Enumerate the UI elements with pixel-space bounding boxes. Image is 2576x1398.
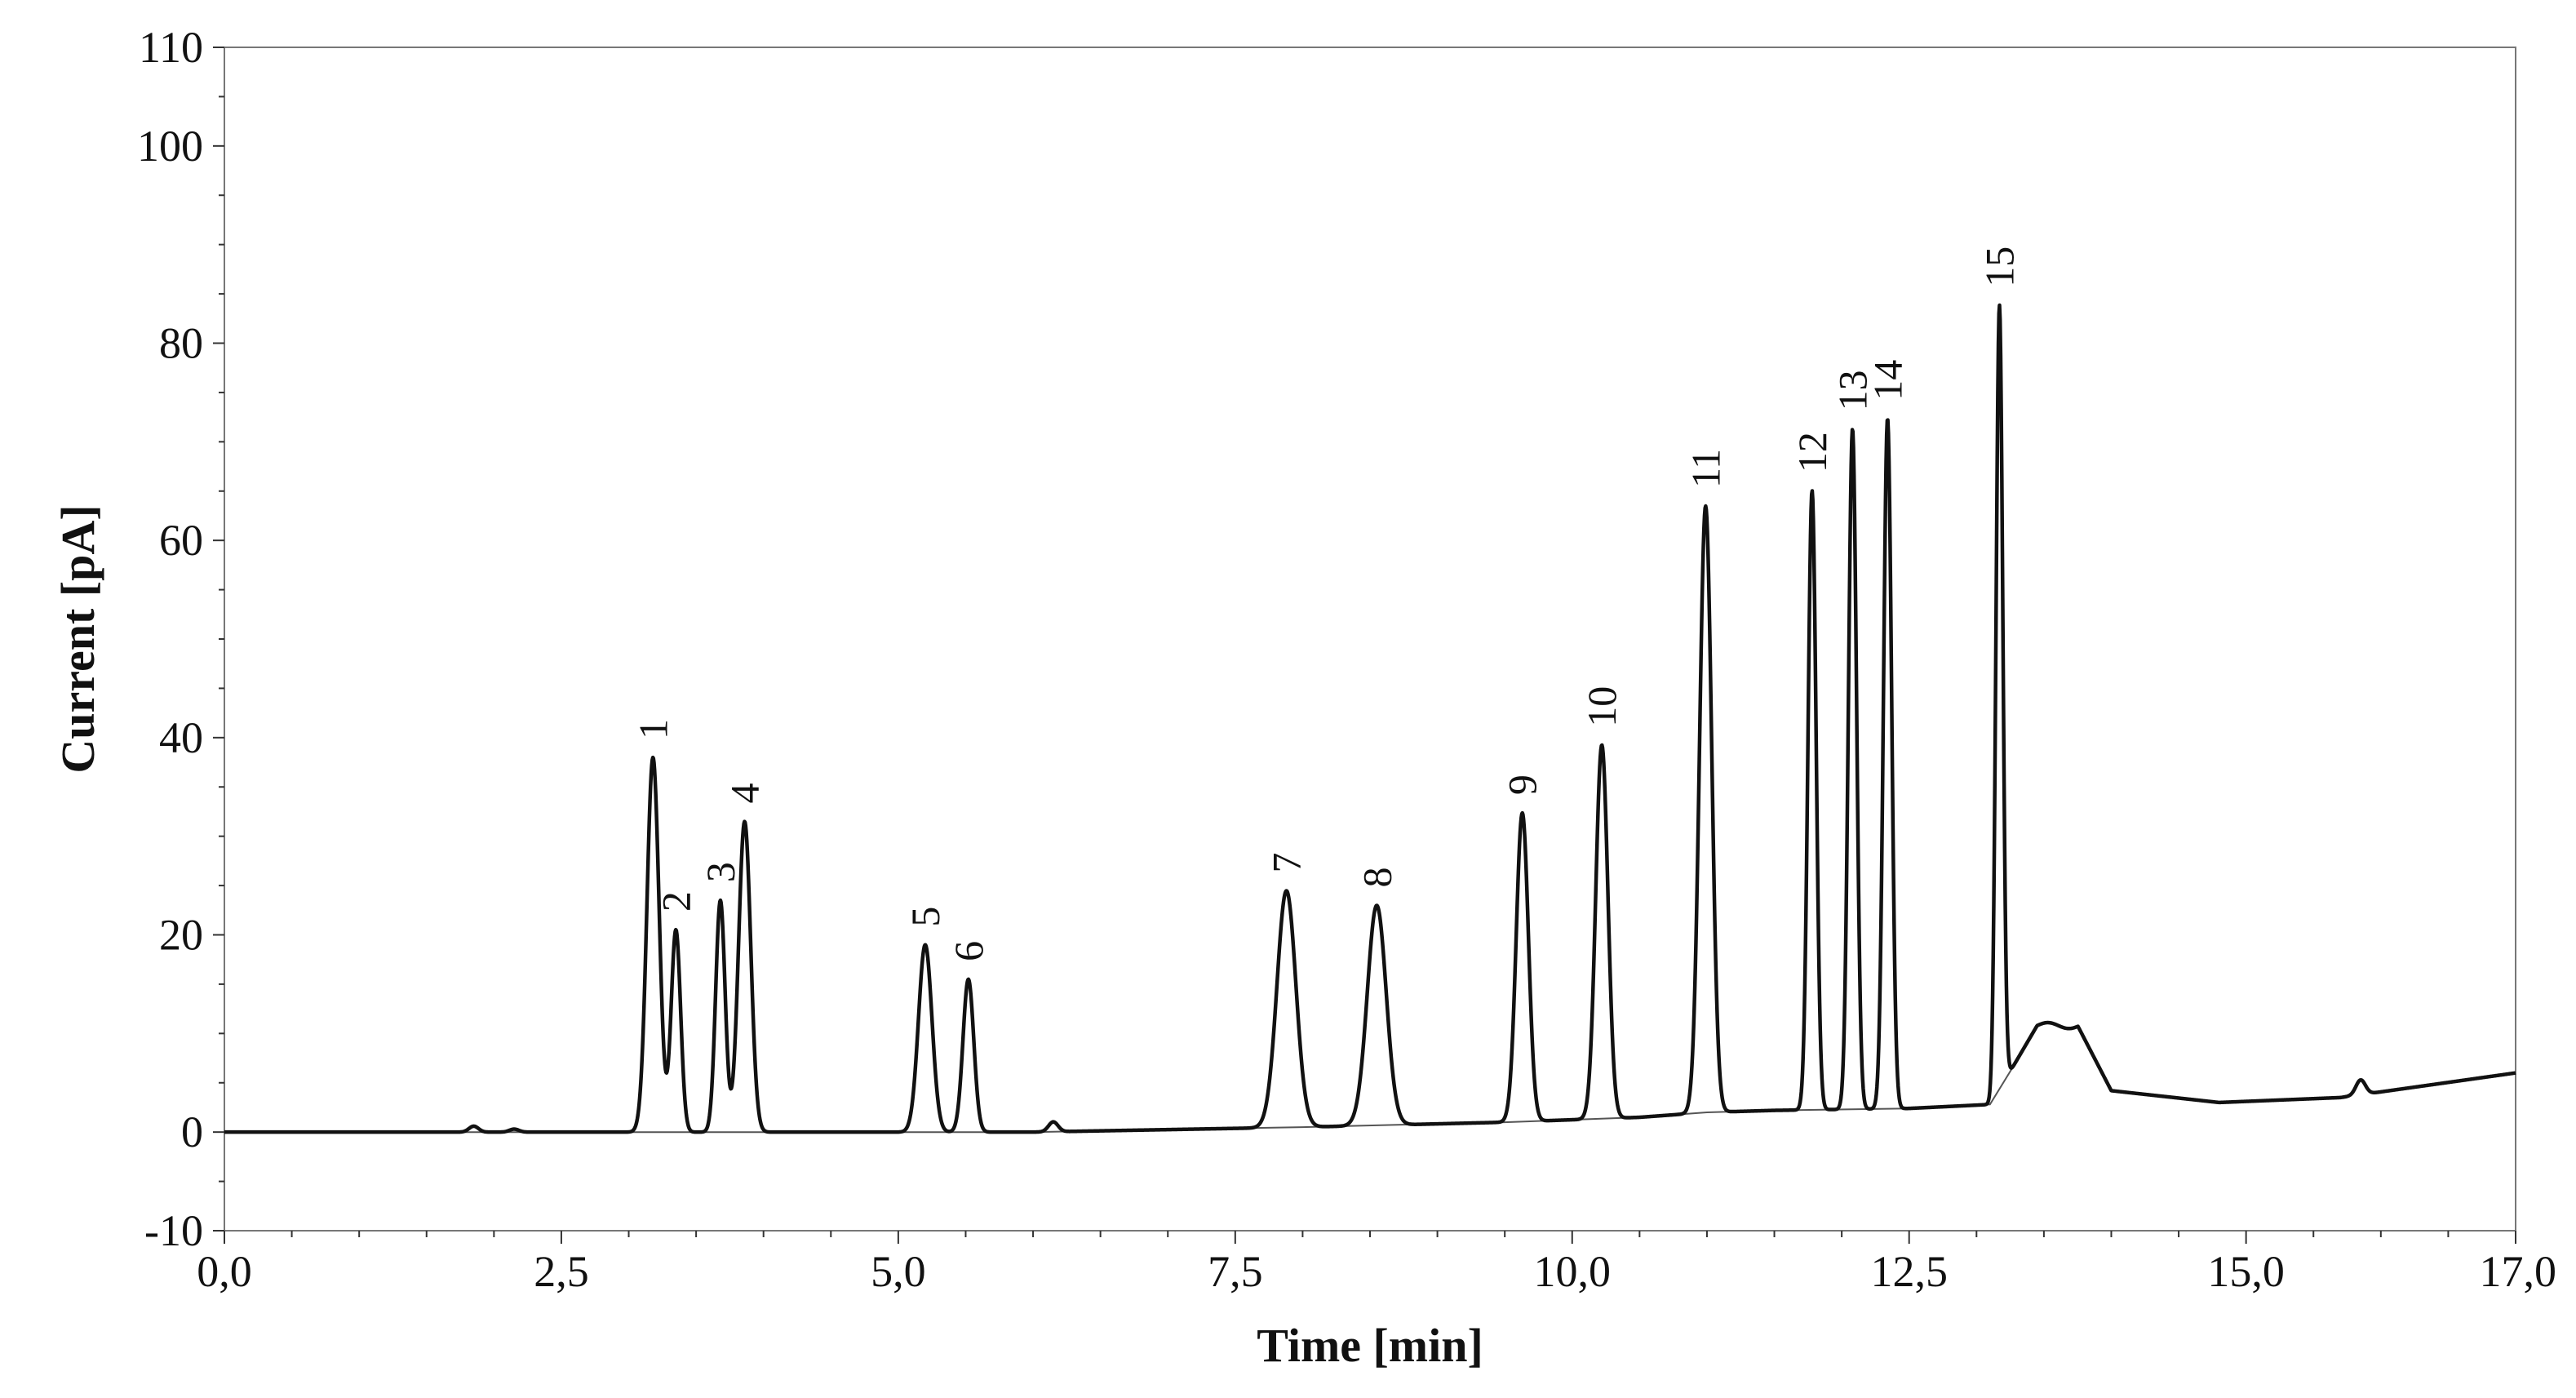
x-tick-label: 15,0 [2207, 1247, 2285, 1296]
y-tick-label: 60 [159, 516, 203, 565]
x-tick-label: 0,0 [197, 1247, 252, 1296]
peak-label: 7 [1264, 853, 1310, 873]
y-axis-title: Current [pA] [51, 504, 104, 773]
peak-label: 5 [902, 907, 948, 927]
y-tick-label: 40 [159, 713, 203, 762]
peak-label: 4 [722, 783, 768, 804]
x-axis-title: Time [min] [1257, 1319, 1483, 1372]
peak-label: 12 [1789, 432, 1835, 473]
y-tick-label: 80 [159, 319, 203, 368]
peak-label: 1 [630, 719, 676, 739]
peak-label: 2 [653, 891, 698, 912]
peak-label: 13 [1829, 370, 1875, 411]
peak-label: 9 [1500, 774, 1545, 795]
peak-label: 15 [1976, 246, 2022, 287]
peak-label: 8 [1354, 868, 1399, 888]
x-tick-label: 12,5 [1870, 1247, 1948, 1296]
x-tick-label: 2,5 [534, 1247, 589, 1296]
x-axis: 0,0 2,5 5,0 7,5 10,0 12,5 15,0 17,0 [197, 1231, 2556, 1296]
y-tick-label: 20 [159, 911, 203, 960]
y-tick-label: -10 [144, 1206, 203, 1255]
baseline-line [224, 1037, 2032, 1134]
y-tick-label: 110 [139, 23, 203, 72]
x-tick-label: 7,5 [1208, 1247, 1263, 1296]
peak-label: 6 [946, 941, 991, 961]
chromatogram-line [223, 303, 2517, 1134]
x-tick-label: 17,0 [2480, 1247, 2557, 1296]
x-tick-label: 10,0 [1534, 1247, 1612, 1296]
peak-label: 3 [698, 862, 743, 882]
y-tick-label: 100 [137, 122, 203, 171]
y-axis: -10 0 20 40 60 80 100 110 [137, 23, 224, 1255]
peak-label: 10 [1579, 686, 1625, 727]
plot-frame [224, 47, 2516, 1232]
peak-label: 14 [1864, 360, 1910, 401]
x-tick-label: 5,0 [871, 1247, 926, 1296]
y-tick-label: 0 [181, 1107, 203, 1156]
peak-label: 11 [1683, 449, 1728, 488]
